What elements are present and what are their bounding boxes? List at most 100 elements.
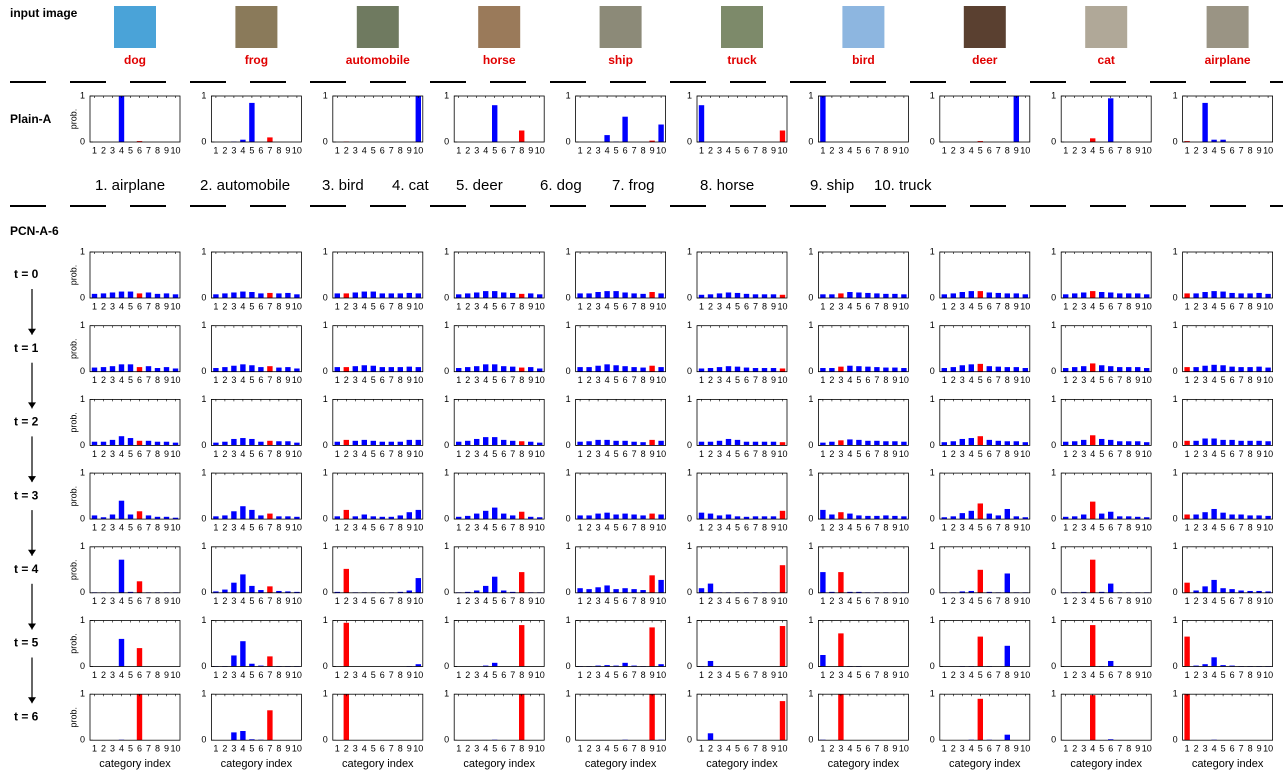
y-tick-label: 1 xyxy=(930,689,935,699)
bar xyxy=(856,366,862,372)
bar xyxy=(1184,694,1190,741)
bar xyxy=(1081,366,1087,372)
y-tick-label: 1 xyxy=(323,541,328,551)
x-tick-label: 10 xyxy=(656,145,666,155)
x-tick-label: 1 xyxy=(820,596,825,606)
x-tick-label: 3 xyxy=(110,744,115,754)
x-tick-label: 2 xyxy=(951,744,956,754)
plot-frame xyxy=(1182,693,1273,741)
bar xyxy=(231,365,237,372)
bar xyxy=(109,366,116,372)
x-tick-label: 10 xyxy=(656,522,666,532)
x-tick-label: 4 xyxy=(726,145,731,155)
bar xyxy=(397,441,403,446)
y-tick-label: 1 xyxy=(323,246,328,256)
y-tick-label: 0 xyxy=(444,136,449,146)
y-tick-label: 1 xyxy=(80,246,85,256)
bar xyxy=(752,441,759,446)
bar xyxy=(91,293,98,298)
x-tick-label: 10 xyxy=(656,744,666,754)
bar xyxy=(586,589,592,593)
x-tick-label: 4 xyxy=(969,301,974,311)
y-tick-label: 1 xyxy=(201,320,206,330)
y-tick-label: 0 xyxy=(687,661,692,671)
bar xyxy=(127,591,134,593)
x-tick-label: 8 xyxy=(641,375,646,385)
x-tick-label: 7 xyxy=(267,596,272,606)
x-tick-label: 6 xyxy=(623,145,628,155)
x-tick-label: 3 xyxy=(717,375,722,385)
x-tick-label: 1 xyxy=(578,301,583,311)
x-tick-label: 5 xyxy=(1221,301,1226,311)
plot-frame xyxy=(696,620,788,667)
bar xyxy=(941,368,947,372)
bar xyxy=(959,438,965,446)
bar xyxy=(465,440,471,446)
y-tick-label: 0 xyxy=(1173,513,1178,523)
y-tick-label: 0 xyxy=(1051,513,1056,523)
x-tick-label: 2 xyxy=(587,522,592,532)
y-tick-label: 0 xyxy=(201,136,206,146)
bar xyxy=(334,367,340,372)
x-tick-label: 4 xyxy=(362,375,367,385)
x-tick-label: 3 xyxy=(110,375,115,385)
x-tick-label: 8 xyxy=(1126,449,1131,459)
input-image xyxy=(721,6,763,48)
bar xyxy=(285,516,291,520)
bar xyxy=(950,293,956,298)
x-tick-label: 9 xyxy=(528,301,533,311)
bar xyxy=(613,589,619,593)
y-tick-label: 0 xyxy=(1051,136,1056,146)
x-tick-label: 9 xyxy=(1014,596,1019,606)
bar xyxy=(707,660,714,667)
x-tick-label: 8 xyxy=(1126,596,1131,606)
y-tick-label: 0 xyxy=(930,366,935,376)
bar xyxy=(901,368,907,372)
x-tick-label: 7 xyxy=(146,375,151,385)
y-tick-label: 0 xyxy=(808,136,813,146)
bar xyxy=(1211,579,1217,593)
bar xyxy=(649,575,655,593)
x-tick-label: 1 xyxy=(456,449,461,459)
x-tick-label: 10 xyxy=(1020,449,1030,459)
bar xyxy=(622,588,628,593)
x-tick-label: 1 xyxy=(1185,596,1190,606)
y-axis-label: prob. xyxy=(68,265,78,286)
y-tick-label: 0 xyxy=(80,292,85,302)
bar xyxy=(154,368,161,372)
x-tick-label: 7 xyxy=(510,596,515,606)
bar xyxy=(1090,138,1096,142)
bar xyxy=(707,583,714,593)
x-tick-label: 3 xyxy=(717,522,722,532)
bar xyxy=(343,439,349,446)
x-tick-label: 2 xyxy=(951,449,956,459)
bar xyxy=(1184,440,1190,446)
x-tick-label: 1 xyxy=(335,145,340,155)
x-tick-label: 6 xyxy=(744,449,749,459)
bar xyxy=(465,293,471,298)
y-tick-label: 0 xyxy=(1173,292,1178,302)
bar xyxy=(163,367,170,372)
x-tick-label: 8 xyxy=(641,449,646,459)
bar xyxy=(1072,441,1078,446)
x-tick-label: 10 xyxy=(1020,670,1030,680)
bar xyxy=(1135,367,1141,372)
x-tick-label: 8 xyxy=(883,375,888,385)
x-tick-label: 3 xyxy=(231,375,236,385)
bar xyxy=(1211,508,1217,520)
bar xyxy=(397,293,403,298)
bar xyxy=(613,514,619,520)
x-tick-label: 5 xyxy=(492,744,497,754)
bar xyxy=(1256,366,1262,372)
x-tick-label: 2 xyxy=(222,596,227,606)
y-tick-label: 0 xyxy=(566,292,571,302)
bar xyxy=(968,438,974,446)
x-tick-label: 6 xyxy=(258,449,263,459)
x-tick-label: 6 xyxy=(501,670,506,680)
bar xyxy=(118,96,125,142)
x-tick-label: 5 xyxy=(614,301,619,311)
bar xyxy=(1090,435,1096,446)
x-tick-label: 3 xyxy=(231,522,236,532)
y-tick-label: 0 xyxy=(566,136,571,146)
bar xyxy=(1108,98,1114,142)
